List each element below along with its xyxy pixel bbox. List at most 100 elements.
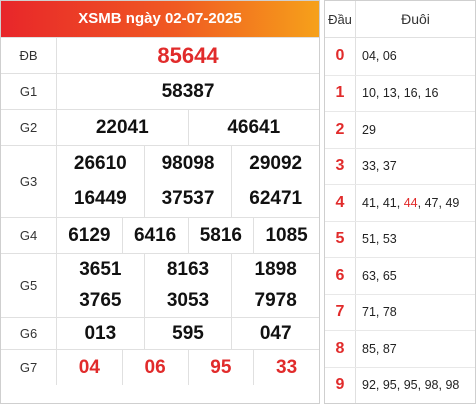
prize-number: 22041: [95, 116, 149, 138]
prize-number: 62471: [231, 181, 319, 217]
loto-tail-number: 41: [362, 195, 376, 210]
loto-tail-number: 87: [382, 341, 397, 356]
prize-number: 26610: [73, 152, 127, 174]
loto-head-digit: 4: [325, 185, 356, 221]
loto-tails: 85, 87: [362, 341, 397, 356]
loto-head-digit: 1: [325, 75, 356, 111]
prize-row: G2 22041 46641: [1, 109, 319, 145]
prize-number: 16449: [73, 188, 127, 210]
prize-label: G1: [1, 74, 57, 109]
loto-tail-number: 44: [403, 195, 418, 210]
prize-number: 5816: [187, 218, 254, 253]
prize-number: 3651: [79, 258, 122, 280]
loto-tails: 63, 65: [362, 268, 397, 283]
loto-head-digit: 2: [325, 112, 356, 148]
prize-number: 06: [121, 350, 188, 385]
loto-tail-number: 10: [362, 86, 376, 101]
loto-head-digit: 7: [325, 294, 356, 330]
loto-tails: 29: [356, 112, 475, 148]
prize-number: 6416: [121, 218, 188, 253]
loto-row: 8 85, 87: [325, 330, 475, 367]
prize-number: 013: [84, 322, 117, 344]
loto-tails: 71, 78: [362, 305, 397, 320]
loto-tails: 51, 53: [362, 232, 397, 247]
prize-number: 04: [78, 356, 100, 378]
prize-number: 46641: [187, 110, 320, 145]
loto-tail-number: 98: [445, 378, 460, 393]
prize-label: G2: [1, 110, 57, 145]
prize-number: 98098: [143, 146, 232, 182]
loto-tail-number: 51: [362, 232, 376, 247]
prize-number: 85644: [157, 42, 219, 68]
prize-number: 95: [187, 350, 254, 385]
loto-tail-number: 47: [424, 195, 439, 210]
loto-tail-number: 06: [382, 49, 397, 64]
loto-tail-number: 53: [382, 232, 397, 247]
prize-number: 3053: [143, 285, 232, 317]
loto-rows: 0 04, 06 1 10, 13, 16, 16 2 29 3 33, 37 4 41, 41,…: [325, 38, 475, 403]
loto-tail-number: 92: [362, 378, 376, 393]
loto-head-digit: 9: [325, 367, 356, 403]
loto-tail-label: Đuôi: [401, 11, 430, 27]
loto-tail-number: 16: [424, 86, 439, 101]
loto-head-digit: 3: [325, 148, 356, 184]
loto-row: 3 33, 37: [325, 147, 475, 184]
prize-label: G6: [1, 318, 57, 349]
loto-tail-number: 49: [445, 195, 460, 210]
prize-number: 6129: [68, 224, 111, 246]
prize-row: G5 3651 8163 1898 3765 3053 7978: [1, 253, 319, 317]
prize-number: 7978: [231, 285, 319, 317]
prize-label: G7: [1, 350, 57, 385]
loto-tail-number: 65: [382, 268, 397, 283]
prize-row: G6 013 595 047: [1, 317, 319, 349]
prize-row: ĐB 85644: [1, 37, 319, 73]
loto-tail-number: 78: [382, 305, 397, 320]
prize-rows: ĐB 85644 G1 58387 G2 22041 46641 G3 26610 98098 29…: [1, 37, 319, 385]
prize-number: 1085: [253, 218, 319, 253]
loto-tail-number: 71: [362, 305, 376, 320]
loto-tail-number: 29: [362, 122, 376, 137]
prize-number: 58387: [161, 80, 215, 102]
prize-row: G7 04 06 95 33: [1, 349, 319, 385]
loto-tails: 92, 95, 95, 98, 98: [362, 378, 460, 393]
results-table: XSMB ngày 02-07-2025 ĐB 85644 G1 58387 G2 220…: [0, 0, 320, 404]
loto-tail-number: 41: [382, 195, 397, 210]
loto-row: 2 29: [325, 111, 475, 148]
prize-number: 3765: [79, 290, 122, 312]
prize-label: G5: [1, 254, 57, 317]
loto-row: 7 71, 78: [325, 293, 475, 330]
prize-label: G4: [1, 218, 57, 253]
loto-head-digit: 0: [325, 38, 356, 75]
loto-tail-number: 63: [362, 268, 376, 283]
results-title: XSMB ngày 02-07-2025: [1, 1, 319, 37]
loto-row: 4 41, 41, 44, 47, 49: [325, 184, 475, 221]
prize-row: G4 6129 6416 5816 1085: [1, 217, 319, 253]
prize-row: G1 58387: [1, 73, 319, 109]
loto-tails: 04, 06: [362, 49, 397, 64]
prize-number: 37537: [143, 181, 232, 217]
loto-tails: 10, 13, 16, 16: [362, 86, 439, 101]
loto-row: 0 04, 06: [325, 38, 475, 75]
prize-number: 047: [231, 318, 319, 349]
loto-tail-number: 16: [403, 86, 418, 101]
loto-header: Đầu Đuôi: [325, 1, 475, 38]
loto-tail-number: 98: [424, 378, 439, 393]
loto-row: 6 63, 65: [325, 257, 475, 294]
loto-head-digit: 6: [325, 258, 356, 294]
loto-tail-number: 95: [382, 378, 397, 393]
loto-head-label: Đầu: [325, 1, 356, 37]
prize-number: 595: [143, 318, 232, 349]
prize-number: 1898: [231, 254, 319, 286]
loto-row: 1 10, 13, 16, 16: [325, 74, 475, 111]
prize-label: ĐB: [1, 38, 57, 73]
loto-tail-number: 37: [382, 159, 397, 174]
loto-tails: 41, 41, 44, 47, 49: [362, 195, 460, 210]
loto-tail-number: 33: [362, 159, 376, 174]
loto-tail-number: 85: [362, 341, 376, 356]
prize-label: G3: [1, 146, 57, 217]
loto-head-digit: 5: [325, 221, 356, 257]
loto-table: Đầu Đuôi 0 04, 06 1 10, 13, 16, 16 2 29 3 33, 3…: [324, 0, 476, 404]
loto-tail-number: 04: [362, 49, 376, 64]
loto-row: 9 92, 95, 95, 98, 98: [325, 366, 475, 403]
loto-head-digit: 8: [325, 331, 356, 367]
